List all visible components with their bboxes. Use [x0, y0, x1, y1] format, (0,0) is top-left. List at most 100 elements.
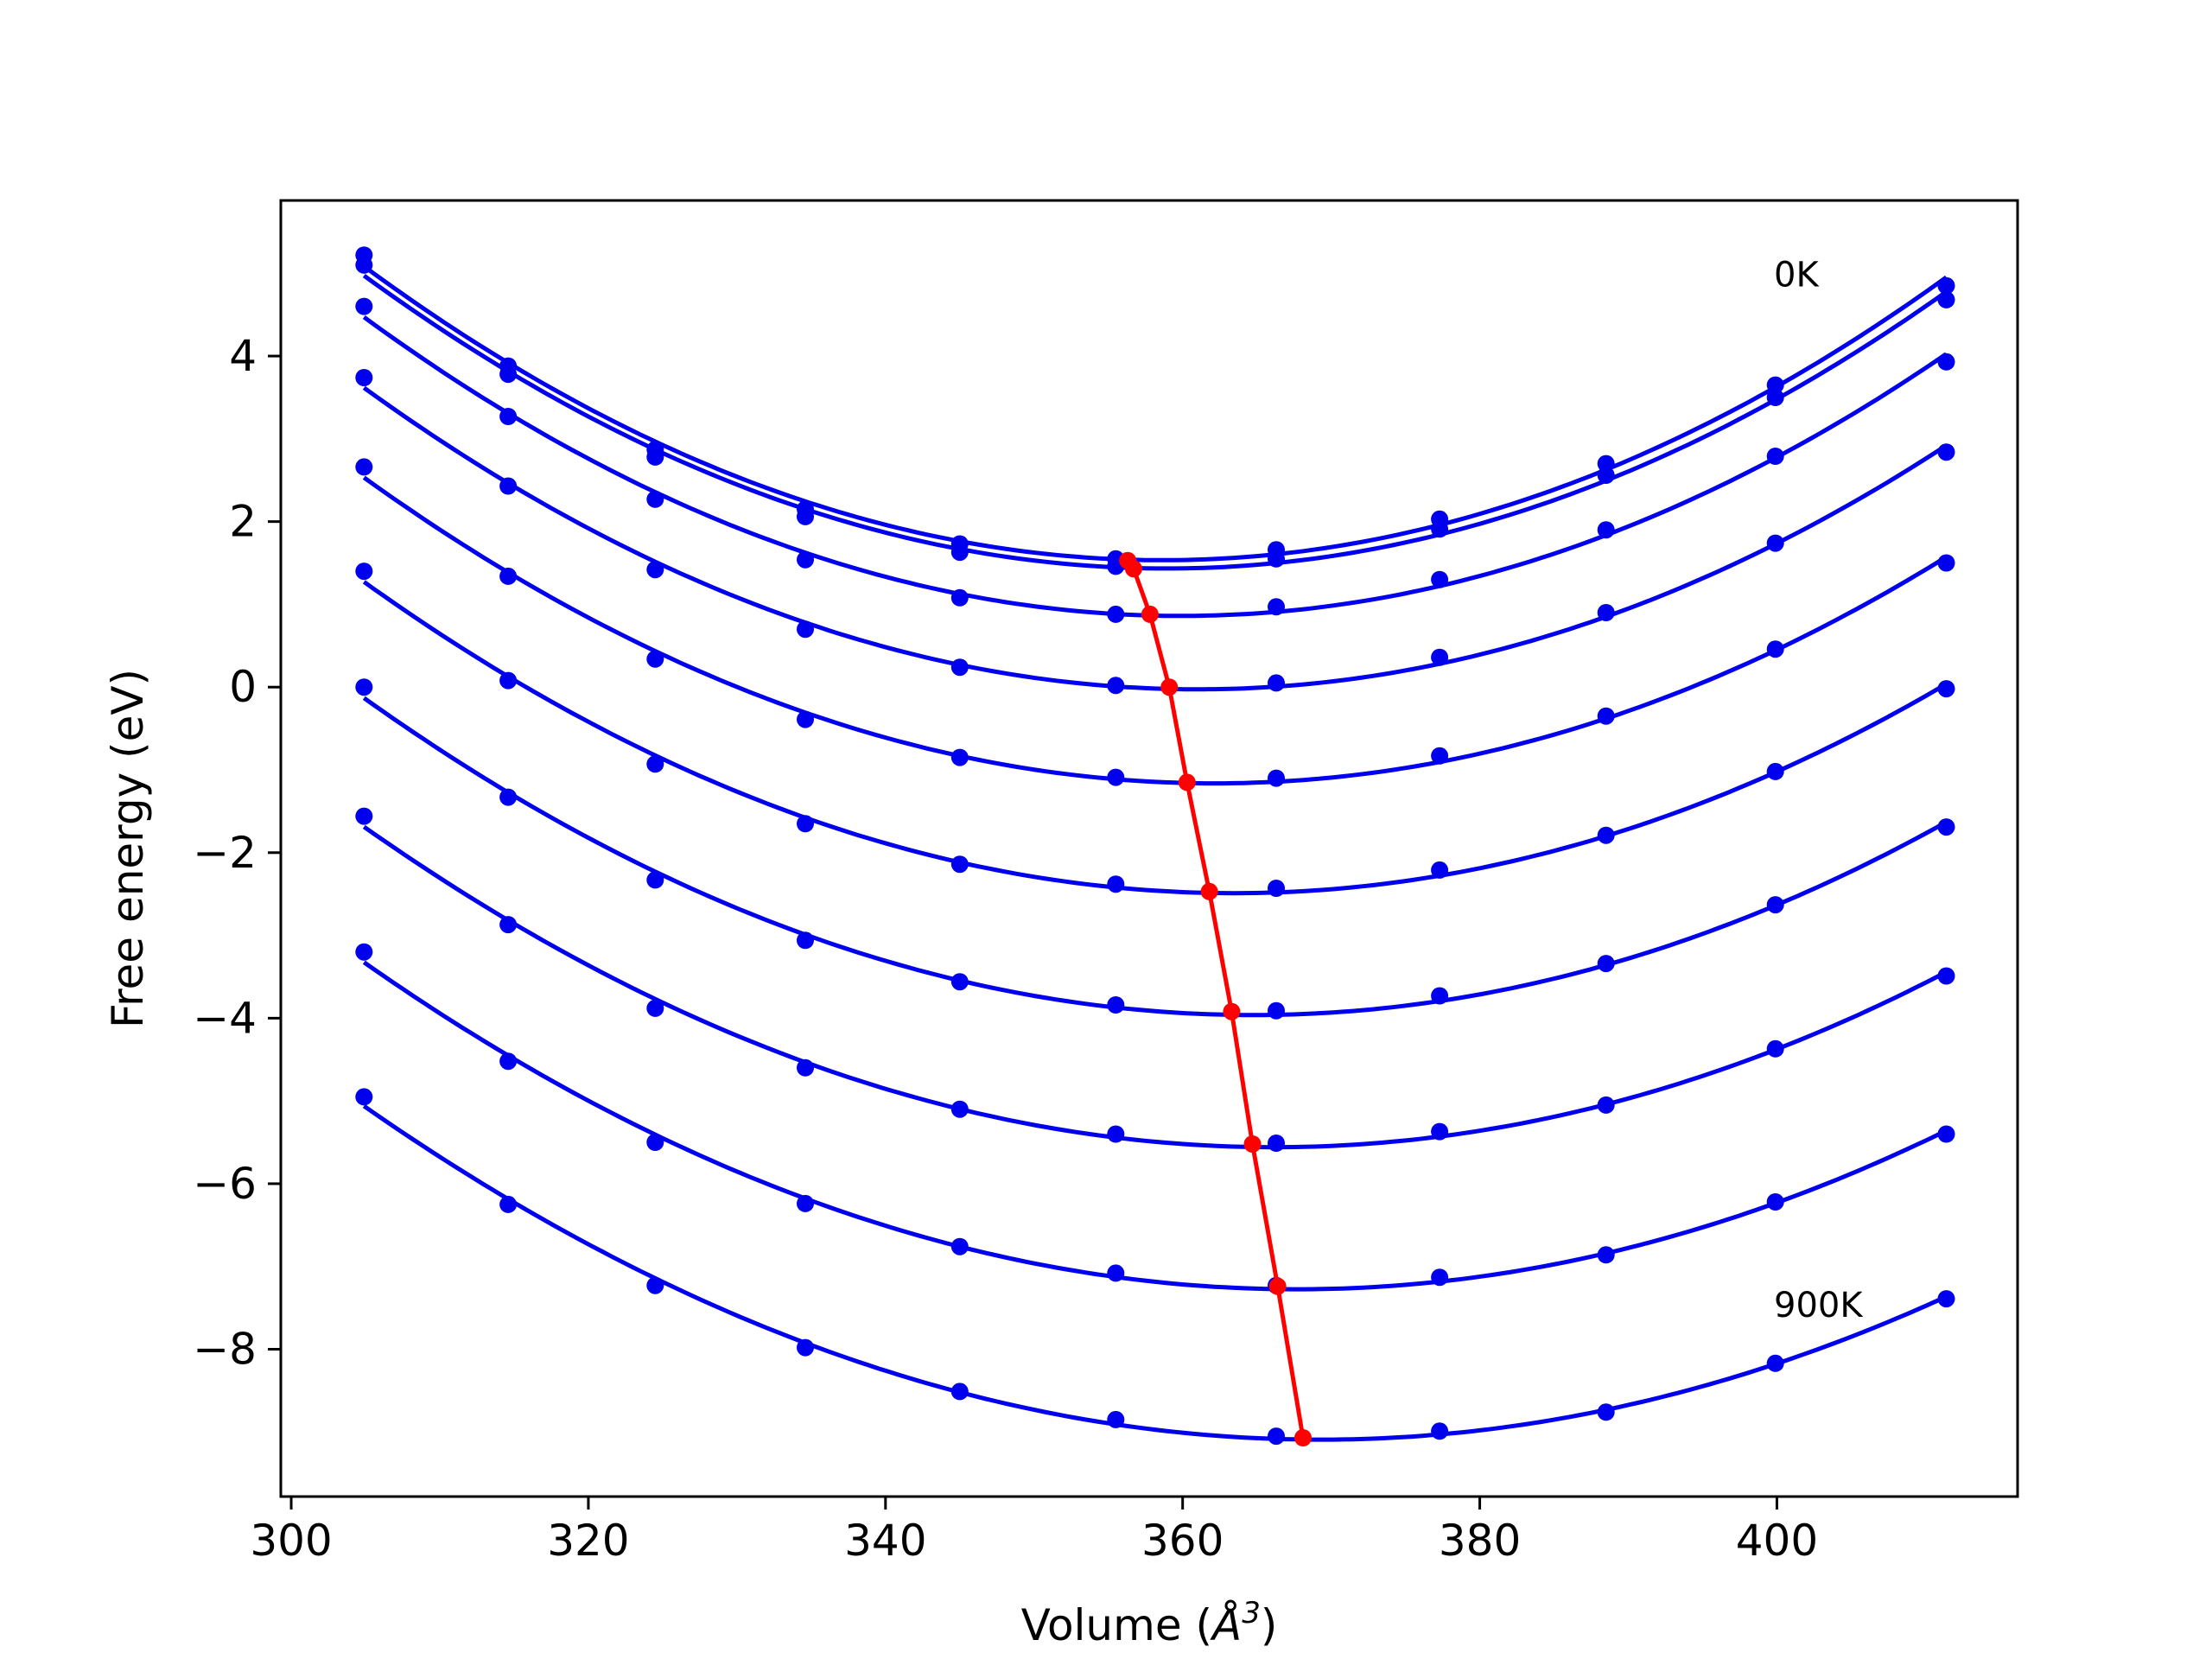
data-point: [355, 256, 373, 274]
data-point: [1107, 875, 1125, 893]
minima-layer: [1119, 551, 1312, 1446]
data-point: [499, 1052, 518, 1071]
series-2: [355, 256, 1955, 575]
fit-curve: [362, 385, 1948, 692]
data-point: [1431, 987, 1449, 1005]
series-7: [355, 678, 1955, 1020]
data-point: [797, 620, 814, 639]
data-point: [1431, 861, 1449, 879]
data-point: [1107, 1410, 1125, 1428]
data-point: [1107, 605, 1125, 623]
data-point: [1597, 521, 1615, 539]
data-point: [499, 1195, 518, 1213]
data-point: [1766, 762, 1784, 780]
data-point: [355, 807, 373, 825]
data-point: [1766, 640, 1784, 658]
data-point: [1268, 674, 1285, 692]
fit-curve: [362, 960, 1948, 1292]
x-axis-label: Volume (Å3): [1021, 1596, 1278, 1650]
data-point: [1268, 1427, 1285, 1446]
data-point: [1937, 554, 1955, 572]
data-point: [1597, 1246, 1615, 1264]
data-point: [1107, 1125, 1125, 1143]
minimum-point: [1200, 882, 1218, 900]
data-point: [797, 815, 814, 833]
data-point: [1107, 996, 1125, 1014]
data-point: [355, 458, 373, 476]
x-tick-label: 360: [1141, 1516, 1224, 1566]
fit-curve: [362, 475, 1948, 786]
data-point: [1766, 534, 1784, 552]
data-point: [950, 588, 969, 607]
data-point: [1431, 747, 1449, 765]
data-point: [950, 543, 969, 562]
data-point: [1268, 550, 1285, 568]
data-point: [1937, 276, 1955, 295]
data-point: [797, 931, 814, 950]
plot-frame: [279, 199, 2019, 1498]
minimum-point: [1294, 1429, 1312, 1446]
data-point: [1766, 389, 1784, 406]
data-point: [646, 1276, 664, 1294]
data-point: [950, 658, 969, 677]
data-point: [1597, 1096, 1615, 1114]
data-point: [646, 755, 664, 773]
data-point: [1431, 648, 1449, 666]
data-point: [950, 1100, 969, 1118]
y-tick-label: −4: [193, 993, 257, 1043]
y-tick-label: 0: [229, 662, 257, 712]
annotations: 0K 900K: [1774, 255, 1864, 1325]
data-point: [646, 448, 664, 466]
data-point: [1597, 1403, 1615, 1421]
minimum-line: [1126, 559, 1306, 1439]
x-tick-label: 380: [1439, 1516, 1521, 1566]
curve-annotation: 0K: [1774, 255, 1820, 295]
curve-annotation: 900K: [1774, 1286, 1864, 1325]
fit-curve: [362, 273, 1948, 571]
data-point: [1107, 677, 1125, 695]
y-tick-label: 4: [229, 331, 257, 381]
minimum-point: [1243, 1135, 1262, 1153]
minimum-point: [1223, 1002, 1241, 1020]
data-point: [1268, 1001, 1285, 1020]
data-point: [1431, 1122, 1449, 1141]
data-point: [355, 297, 373, 315]
data-point: [1597, 955, 1615, 973]
data-point: [797, 1194, 814, 1212]
y-axis: −8 −6 −4 −2 0 2 4: [193, 331, 281, 1375]
data-point: [499, 365, 518, 384]
data-point: [646, 1134, 664, 1151]
curves-layer: [355, 246, 1955, 1446]
fit-curve: [362, 824, 1948, 1150]
data-point: [950, 855, 969, 874]
y-tick-label: −6: [193, 1159, 257, 1209]
data-point: [1597, 467, 1615, 484]
minimum-point: [1178, 773, 1196, 791]
data-point: [499, 916, 518, 934]
data-point: [1268, 880, 1285, 897]
data-point: [1597, 604, 1615, 621]
data-point: [797, 1338, 814, 1357]
data-point: [1431, 520, 1449, 538]
y-tick-label: 2: [229, 497, 257, 547]
y-tick-label: −2: [193, 828, 257, 878]
data-point: [1937, 443, 1955, 461]
data-point: [646, 999, 664, 1017]
minimum-point: [1141, 605, 1159, 623]
x-tick-label: 340: [844, 1516, 926, 1566]
data-point: [1597, 826, 1615, 844]
minimum-point: [1268, 1277, 1287, 1295]
fit-curve: [362, 580, 1948, 896]
data-point: [1268, 598, 1285, 616]
series-8: [355, 807, 1955, 1152]
x-tick-label: 400: [1736, 1516, 1818, 1566]
data-point: [1107, 1264, 1125, 1282]
data-point: [1766, 1193, 1784, 1211]
data-point: [950, 1382, 969, 1401]
data-point: [1937, 967, 1955, 985]
data-point: [1107, 768, 1125, 786]
data-point: [797, 550, 814, 569]
data-point: [355, 943, 373, 961]
